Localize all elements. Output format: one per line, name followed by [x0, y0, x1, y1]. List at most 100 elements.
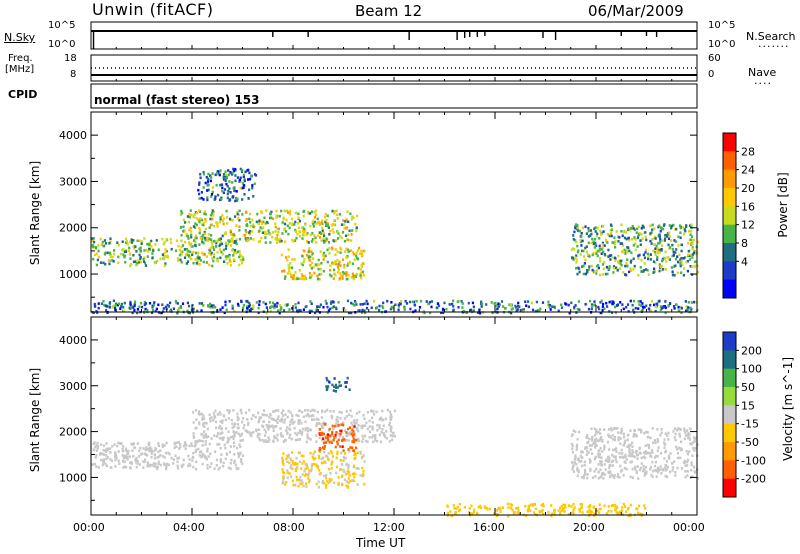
- power-cell-r1-328: [209, 223, 212, 227]
- power-cell-r5-188: [165, 307, 168, 311]
- power-cell-r2-92: [347, 250, 350, 253]
- power-cell-r1-313: [238, 225, 241, 229]
- velocity-cell-r5-442: [571, 461, 574, 464]
- velocity-cell-r4-7: [326, 378, 329, 382]
- power-cell-r4-152: [633, 236, 636, 239]
- velocity-cell-r2-174: [321, 480, 324, 483]
- power-cell-r4-320: [677, 244, 680, 247]
- power-cell-r5-12: [601, 305, 604, 308]
- power-cell-r5-331: [557, 309, 560, 313]
- power-cell-r0-262: [103, 252, 106, 256]
- power-cell-r0-77: [209, 253, 212, 257]
- velocity-cell-r1-260: [320, 423, 323, 426]
- velocity-cell-r5-40: [591, 439, 594, 442]
- velocity-cell-r1-312: [306, 435, 309, 439]
- velocity-cell-r1-40: [262, 409, 266, 412]
- power-cell-r3-6: [233, 189, 236, 193]
- power-cell-r1-291: [290, 217, 294, 221]
- velocity-cell-r1-32: [355, 421, 358, 425]
- power-cell-r1-393: [309, 233, 312, 237]
- power-cell-r0-2: [117, 261, 120, 265]
- velocity-cell-r1-438: [216, 434, 219, 438]
- velocity-cell-r1-472: [300, 433, 304, 436]
- power-cell-r4-174: [609, 258, 612, 261]
- velocity-cell-r0-199: [206, 463, 209, 467]
- velocity-cell-r5-295: [633, 432, 636, 436]
- power-cell-r0-145: [156, 259, 159, 263]
- power-cell-r4-246: [626, 249, 629, 252]
- velocity-cell-r5-198: [594, 444, 597, 447]
- velocity-cell-r0-95: [95, 444, 98, 447]
- velocity-cell-r1-79: [391, 438, 394, 442]
- power-cell-r3-41: [224, 173, 228, 177]
- velocity-cell-r6-158: [598, 503, 601, 506]
- power-cell-r0-287: [134, 245, 137, 248]
- power-cell-r4-133: [577, 249, 580, 252]
- power-cell-r5-393: [357, 309, 360, 312]
- velocity-cell-r0-89: [233, 453, 236, 456]
- power-cell-r4-62: [691, 256, 694, 259]
- power-cell-r1-376: [305, 233, 308, 237]
- velocity-cell-r0-296: [130, 461, 133, 465]
- data-layer: [91, 133, 736, 518]
- velocity-cell-r5-256: [572, 464, 575, 467]
- power-cell-r1-357: [275, 215, 278, 218]
- velocity-cell-r0-121: [176, 457, 179, 460]
- velocity-cell-r0-226: [184, 441, 187, 445]
- velocity-cell-r0-293: [200, 455, 204, 458]
- power-cell-r5-494: [525, 304, 528, 307]
- velocity-cell-r0-298: [146, 454, 149, 457]
- velocity-cell-r5-177: [580, 460, 583, 463]
- power-cell-r4-90: [635, 231, 638, 234]
- velocity-cell-r5-137: [664, 466, 667, 470]
- velocity-cell-r5-273: [622, 435, 626, 439]
- velocity-cell-r0-177: [102, 449, 105, 452]
- velocity-cell-r1-431: [272, 410, 275, 413]
- power-cell-r5-111: [151, 308, 154, 312]
- power-cell-r1-355: [315, 222, 318, 225]
- power-cell-r4-457: [672, 253, 675, 257]
- power-cell-r5-102: [198, 302, 201, 305]
- power-cell-r1-312: [333, 211, 336, 215]
- velocity-cell-r1-442: [331, 434, 334, 437]
- power-cell-r0-88: [128, 246, 131, 250]
- velocity-cell-r1-30: [236, 415, 239, 419]
- power-cell-r1-196: [202, 221, 205, 225]
- power-cell-r1-47: [263, 216, 266, 220]
- power-cell-r4-359: [576, 224, 579, 227]
- velocity-cell-r5-152: [608, 448, 611, 451]
- power-cell-r0-290: [183, 248, 186, 251]
- power-cell-r5-487: [212, 305, 215, 309]
- velocity-cell-r6-172: [446, 504, 449, 508]
- power-cell-r5-66: [631, 303, 634, 307]
- power-cell-r1-49: [345, 218, 348, 222]
- velocity-cell-r0-163: [150, 452, 153, 455]
- velocity-cell-r5-11: [678, 432, 681, 436]
- velocity-cell-r2-222: [313, 462, 316, 466]
- power-cell-r4-356: [660, 264, 664, 268]
- power-cell-r4-303: [617, 260, 620, 263]
- power-cell-r5-526: [337, 301, 340, 304]
- velocity-cell-r1-10: [231, 422, 234, 426]
- power-cell-r4-77: [641, 237, 644, 240]
- power-cell-r2-97: [304, 277, 307, 281]
- velocity-cell-r2-116: [310, 468, 313, 471]
- power-cell-r4-260: [613, 256, 616, 260]
- power-cell-r3-16: [198, 181, 201, 184]
- velocity-cell-r3-55: [326, 433, 330, 436]
- power-cell-r0-107: [211, 257, 214, 260]
- velocity-cell-r1-367: [345, 434, 348, 437]
- power-cell-r0-207: [187, 249, 190, 253]
- velocity-cell-r6-96: [542, 504, 545, 508]
- velocity-cell-r0-241: [135, 465, 138, 469]
- velocity-cell-r5-453: [636, 453, 639, 457]
- velocity-cell-r0-145: [118, 442, 121, 445]
- velocity-cell-r3-70: [355, 438, 358, 442]
- velocity-cell-r6-175: [614, 508, 617, 511]
- power-cell-r3-58: [244, 170, 247, 174]
- velocity-cell-r0-154: [127, 449, 130, 453]
- power-cell-r4-227: [696, 228, 699, 231]
- power-cell-r4-445: [678, 253, 681, 257]
- power-cell-r4-375: [636, 227, 639, 231]
- power-cell-r0-34: [104, 262, 107, 266]
